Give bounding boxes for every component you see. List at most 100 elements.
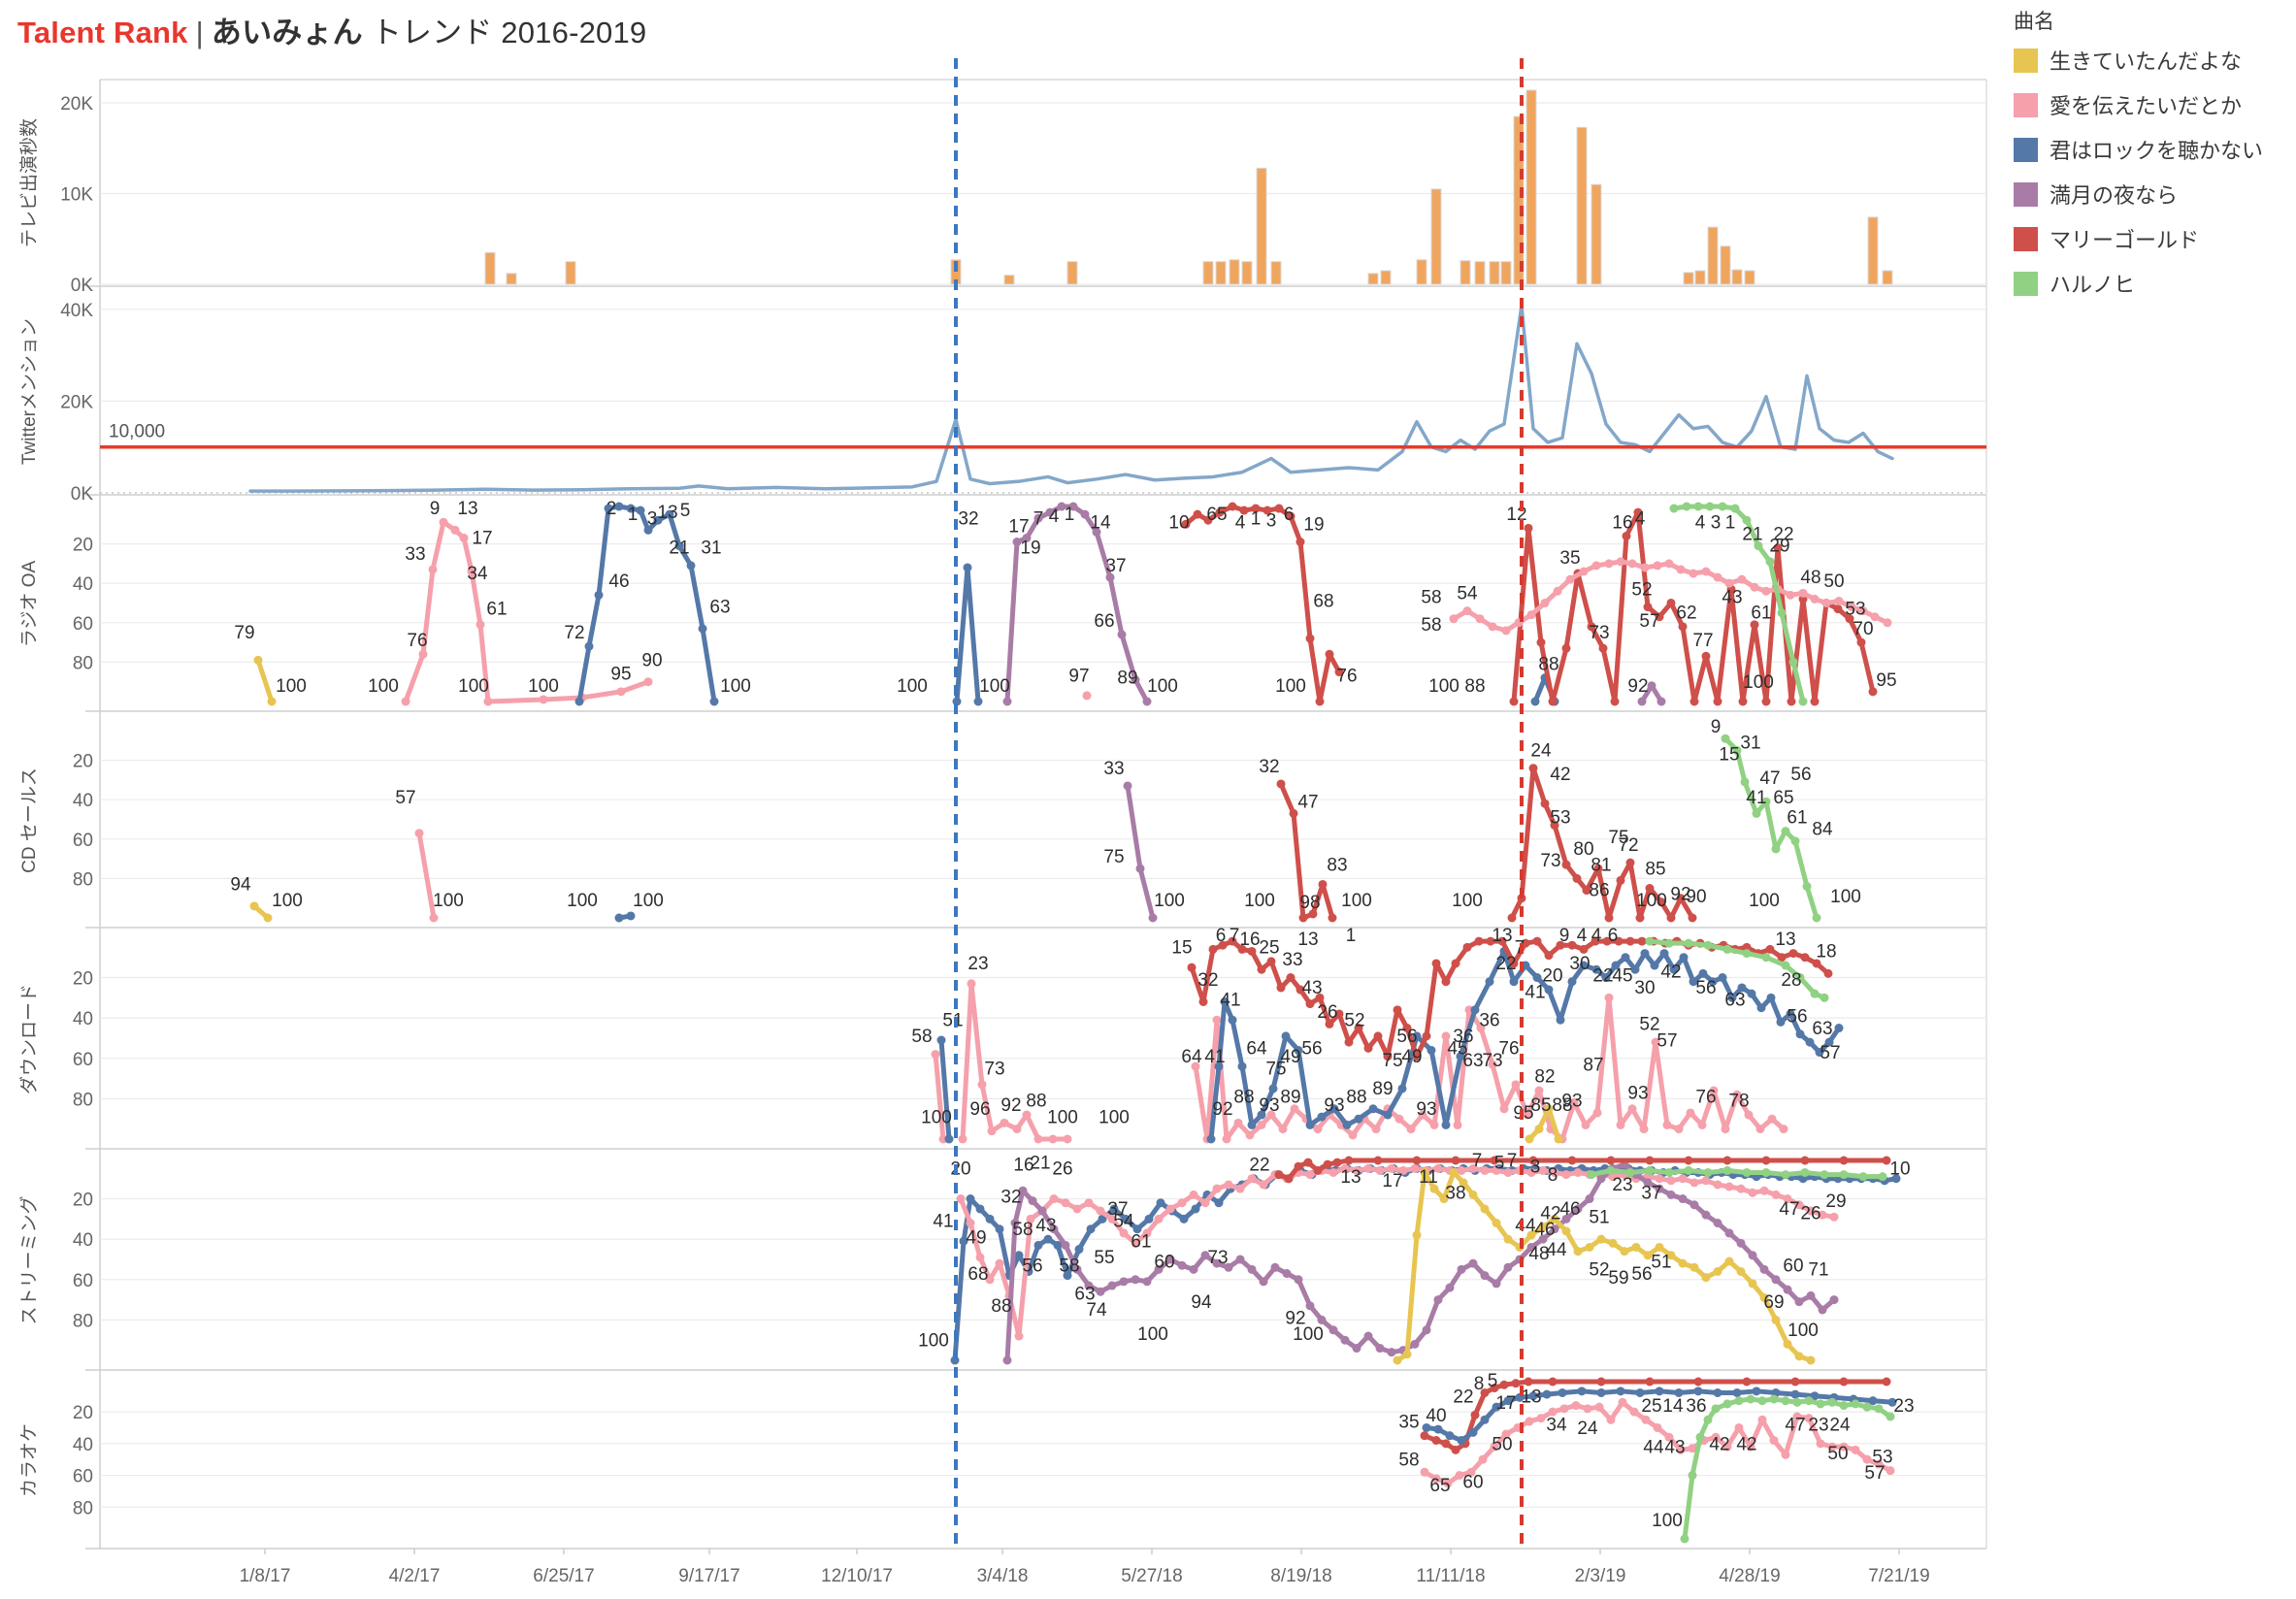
legend-item-5[interactable]: ハルノヒ: [2014, 268, 2290, 299]
data-point: [1678, 1194, 1688, 1204]
data-point: [1476, 1024, 1486, 1033]
data-point: [1755, 1125, 1765, 1134]
data-point: [1742, 1377, 1752, 1387]
data-point: [1585, 1242, 1594, 1252]
data-point: [1792, 1412, 1802, 1421]
data-point: [1412, 1031, 1422, 1041]
data-label: 58: [1421, 587, 1441, 607]
data-point: [1363, 1331, 1373, 1341]
legend-item-4[interactable]: マリーゴールド: [2014, 223, 2290, 254]
data-label: 66: [1094, 611, 1114, 632]
data-point: [1420, 1431, 1429, 1441]
data-point: [1165, 1204, 1175, 1214]
y-tick-label: 20: [73, 752, 93, 772]
data-point: [1470, 1410, 1480, 1420]
data-label: 57: [1820, 1043, 1840, 1063]
data-point: [1824, 1037, 1834, 1047]
data-point: [1503, 1262, 1513, 1272]
x-tick-label: 4/2/17: [389, 1566, 441, 1586]
data-point: [459, 533, 469, 542]
data-point: [1010, 1219, 1020, 1228]
data-point: [1363, 1043, 1373, 1053]
data-label: 92: [1212, 1099, 1232, 1120]
data-point: [1883, 618, 1892, 628]
y-tick-label: 40K: [60, 301, 93, 321]
data-label: 4: [1591, 926, 1602, 946]
data-label: 51: [942, 1010, 963, 1030]
data-point: [1769, 1394, 1779, 1404]
data-point: [1761, 1156, 1771, 1165]
data-label: 73: [1207, 1248, 1228, 1268]
data-point: [1790, 1389, 1800, 1399]
data-label: 16: [1013, 1155, 1033, 1175]
data-point: [1354, 1024, 1363, 1033]
data-label: 58: [1059, 1256, 1079, 1276]
data-point: [1074, 1245, 1084, 1255]
data-point: [1397, 1084, 1407, 1093]
data-point: [1643, 603, 1653, 612]
data-point: [1834, 596, 1844, 605]
data-label: 13: [1492, 926, 1512, 946]
data-point: [1821, 598, 1831, 607]
data-point: [1315, 697, 1325, 706]
tv-bar: [1416, 259, 1427, 285]
data-point: [1259, 1277, 1268, 1287]
data-point: [1711, 1404, 1721, 1414]
legend-item-3[interactable]: 満月の夜なら: [2014, 179, 2290, 210]
data-point: [1092, 527, 1101, 537]
data-point: [1703, 1415, 1713, 1424]
threshold-label: 10,000: [109, 422, 165, 442]
data-point: [1839, 1170, 1849, 1180]
data-point: [1354, 1114, 1363, 1124]
data-label: 31: [701, 538, 721, 559]
legend-item-label: 君はロックを聴かない: [2050, 139, 2264, 163]
series-line: [255, 657, 275, 704]
data-point: [1688, 913, 1697, 923]
data-point: [1061, 1198, 1070, 1208]
data-point: [1790, 836, 1800, 846]
data-point: [1538, 1165, 1548, 1175]
data-point: [467, 567, 476, 576]
data-point: [1740, 777, 1750, 787]
data-point: [1823, 968, 1833, 978]
legend-item-1[interactable]: 愛を伝えたいだとか: [2014, 89, 2290, 120]
data-point: [1189, 1190, 1198, 1199]
data-point: [1640, 949, 1650, 959]
data-point: [1800, 1156, 1810, 1165]
data-point: [1431, 959, 1441, 968]
data-point: [1756, 1003, 1766, 1013]
data-point: [1393, 1355, 1402, 1365]
data-point: [1233, 1118, 1243, 1127]
data-label: 42: [1736, 1434, 1756, 1454]
legend-item-2[interactable]: 君はロックを聴かない: [2014, 134, 2290, 165]
data-label: 100: [1452, 891, 1483, 911]
data-label: 65: [1773, 788, 1793, 808]
data-point: [1286, 973, 1296, 983]
data-point: [963, 563, 972, 572]
legend-item-0[interactable]: 生きていたんだよな: [2014, 45, 2290, 76]
data-label: 59: [1608, 1268, 1628, 1289]
tv-bar: [1525, 89, 1537, 285]
y-tick-label: 60: [73, 1271, 93, 1291]
data-point: [1422, 1031, 1431, 1041]
data-label: 42: [1540, 1203, 1560, 1224]
legend-item-label: 愛を伝えたいだとか: [2050, 94, 2243, 118]
data-point: [1433, 1424, 1443, 1434]
data-point: [1063, 1134, 1072, 1144]
data-label: 26: [1317, 1002, 1337, 1023]
legend-item-label: マリーゴールド: [2050, 228, 2200, 252]
data-point: [1750, 620, 1759, 630]
data-point: [1655, 1242, 1664, 1252]
data-point: [1523, 1110, 1532, 1120]
data-label: 86: [1589, 881, 1609, 901]
data-label: 46: [608, 571, 629, 592]
data-label: 51: [1589, 1208, 1609, 1228]
data-point: [1598, 643, 1608, 653]
data-point: [1550, 821, 1559, 831]
data-point: [1289, 808, 1298, 818]
data-label: 75: [1382, 1051, 1402, 1071]
series-line: [933, 1052, 946, 1142]
legend-swatch-icon: [2014, 48, 2038, 73]
y-tick-label: 20: [73, 1191, 93, 1211]
data-label: 100: [633, 891, 664, 911]
